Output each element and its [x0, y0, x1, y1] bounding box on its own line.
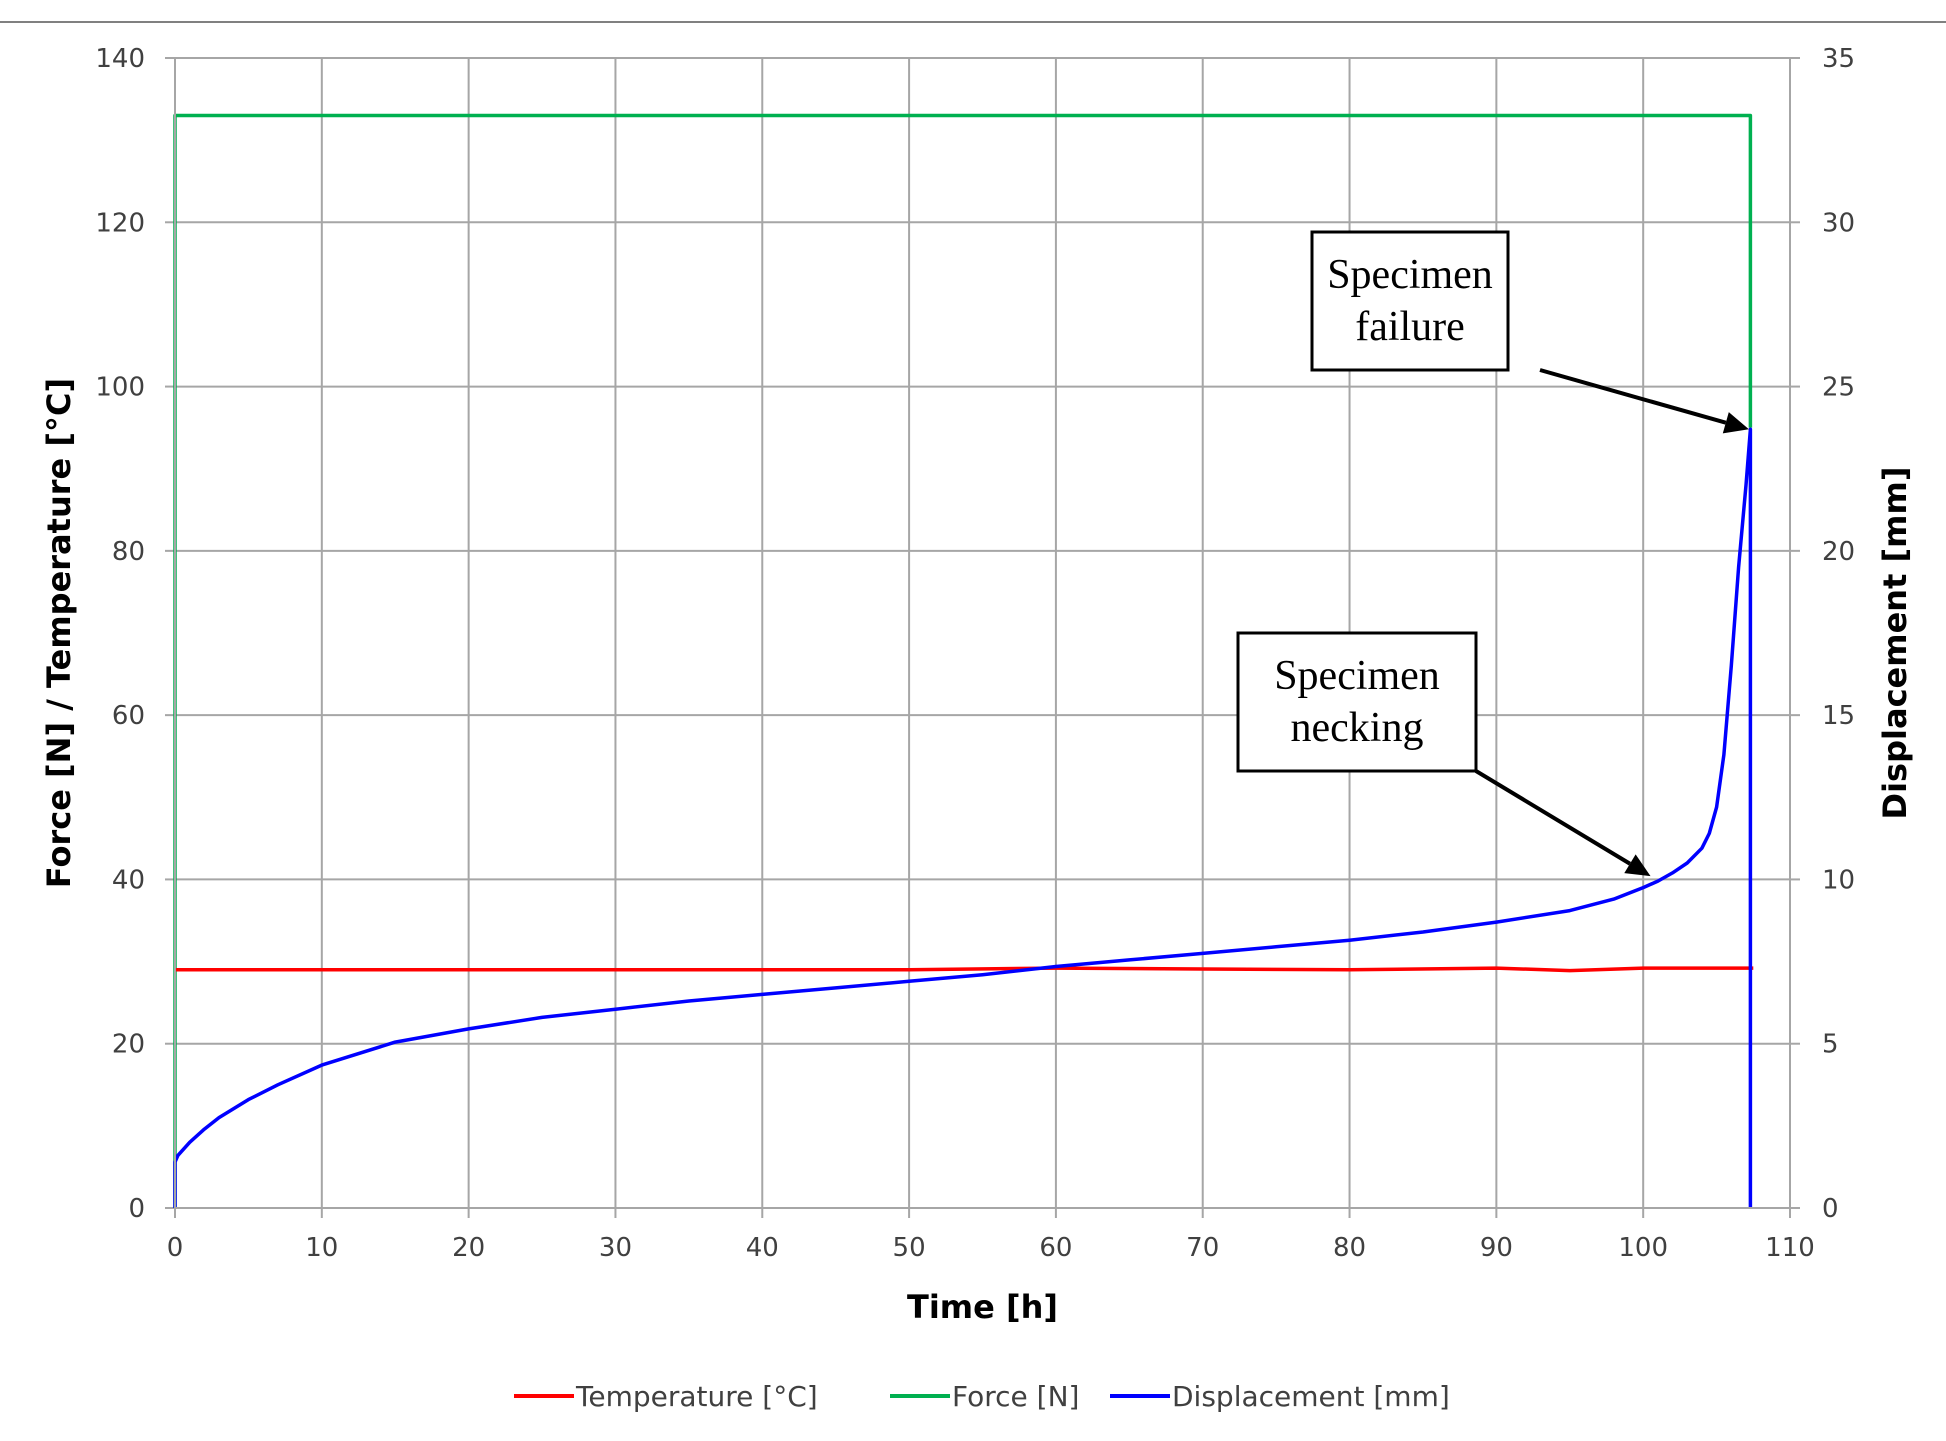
x-tick-label: 0	[167, 1233, 184, 1263]
annotation-text: Specimen	[1274, 653, 1440, 699]
plot-border	[174, 57, 1791, 1209]
tick-labels: 0 10 20 30 40 50 60 70 80 90 100 110020406080100120…	[95, 44, 1855, 1263]
x-tick-label: 50	[893, 1233, 926, 1263]
annotation-box	[1236, 631, 1478, 773]
y-right-tick-label: 25	[1822, 373, 1855, 403]
y-right-tick-label: 35	[1822, 44, 1855, 74]
y-right-tick-label: 5	[1822, 1030, 1839, 1060]
annotation-text: necking	[1291, 705, 1424, 751]
annotation-box	[1310, 230, 1510, 372]
x-tick-label: 90	[1480, 1233, 1513, 1263]
x-tick-label: 110	[1765, 1233, 1815, 1263]
y-right-tick-label: 0	[1822, 1194, 1839, 1224]
annotation-arrow-line	[1539, 368, 1727, 425]
annotation-text: failure	[1355, 304, 1465, 350]
force-series-line	[173, 113, 1753, 1208]
y-right-tick-label: 20	[1822, 537, 1855, 567]
legend: Temperature [°C] Force [N] Displacement [m…	[514, 1380, 1450, 1413]
legend-label-force: Force [N]	[952, 1380, 1079, 1413]
x-tick-label: 10	[305, 1233, 338, 1263]
x-tick-label: 60	[1039, 1233, 1072, 1263]
legend-label-displacement: Displacement [mm]	[1172, 1380, 1450, 1413]
y-left-tick-label: 80	[112, 537, 145, 567]
x-tick-label: 30	[599, 1233, 632, 1263]
grid	[165, 57, 1800, 1218]
y-left-tick-label: 20	[112, 1030, 145, 1060]
y-left-tick-label: 40	[112, 865, 145, 895]
temperature-series-line	[175, 966, 1754, 973]
x-tick-label: 80	[1333, 1233, 1366, 1263]
annotation-arrow-line	[1474, 769, 1631, 866]
annotation-failure: Specimen failure	[1310, 230, 1749, 434]
annotation-necking: Specimen necking	[1236, 631, 1651, 877]
y-left-tick-label: 140	[95, 44, 145, 74]
x-tick-label: 100	[1618, 1233, 1668, 1263]
x-tick-label: 70	[1186, 1233, 1219, 1263]
annotations: Specimen failure Specimen necking	[1236, 230, 1749, 877]
right-y-axis-title: Displacement [mm]	[1876, 467, 1914, 820]
x-tick-label: 20	[452, 1233, 485, 1263]
legend-label-temperature: Temperature [°C]	[575, 1380, 818, 1413]
plot-lines	[173, 113, 1754, 1208]
y-left-tick-label: 120	[95, 208, 145, 238]
x-axis-title: Time [h]	[907, 1288, 1058, 1326]
left-y-axis-title: Force [N] / Temperature [°C]	[40, 378, 78, 888]
y-right-tick-label: 30	[1822, 208, 1855, 238]
y-right-tick-label: 10	[1822, 865, 1855, 895]
x-tick-label: 40	[746, 1233, 779, 1263]
y-left-tick-label: 100	[95, 373, 145, 403]
annotation-text: Specimen	[1327, 252, 1493, 298]
y-left-tick-label: 0	[128, 1194, 145, 1224]
y-right-tick-label: 15	[1822, 701, 1855, 731]
y-left-tick-label: 60	[112, 701, 145, 731]
annotation-arrow-head	[1624, 854, 1651, 877]
annotation-arrow-head	[1722, 412, 1749, 434]
displacement-series-line	[173, 427, 1753, 1208]
